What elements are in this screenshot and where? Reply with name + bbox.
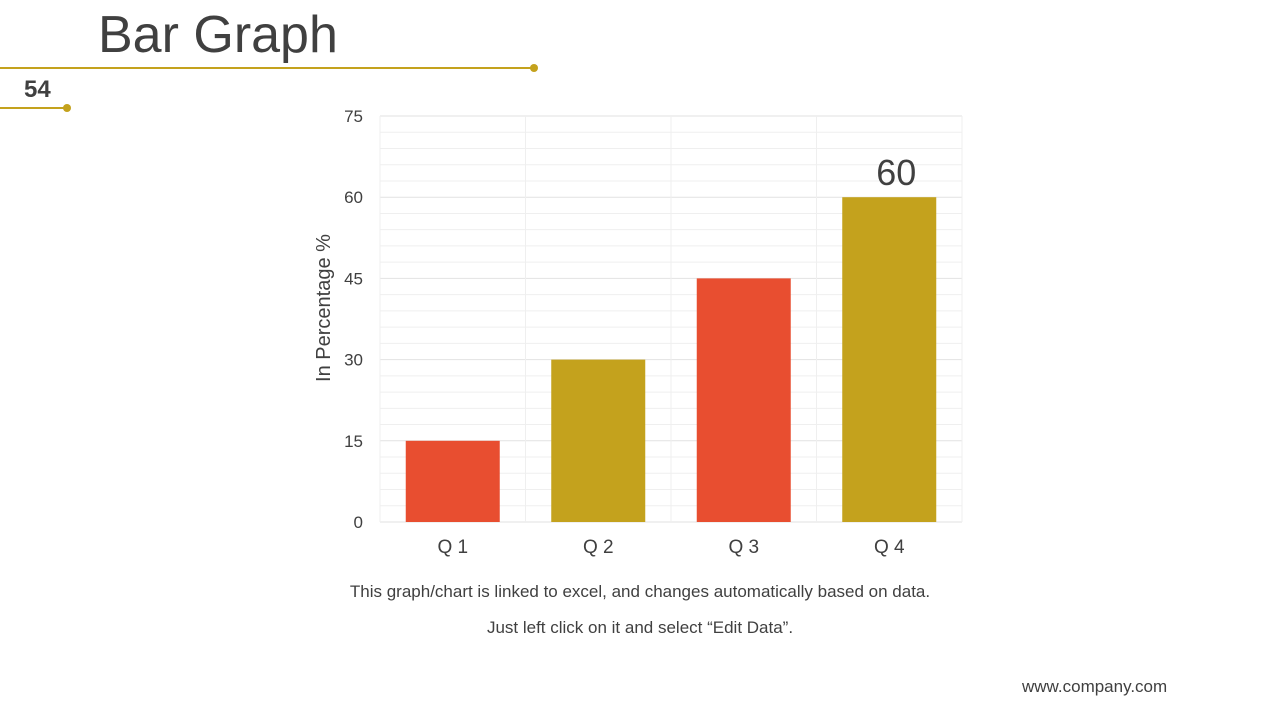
y-tick-label: 45 [344, 269, 363, 288]
slide-number: 54 [24, 76, 51, 103]
chart-note-line-2: Just left click on it and select “Edit D… [486, 618, 794, 637]
y-tick-label: 15 [344, 432, 363, 451]
y-tick-label: 75 [344, 107, 363, 126]
bar-q1[interactable] [405, 440, 500, 522]
x-tick-label: Q 4 [874, 537, 905, 558]
data-labels: 60 [876, 152, 916, 193]
y-axis-label: In Percentage % [313, 234, 335, 382]
bar-q2[interactable] [551, 359, 646, 522]
x-tick-label: Q 2 [583, 537, 614, 558]
title-underline-dot [530, 64, 538, 72]
title-underline [0, 67, 534, 69]
data-label: 60 [876, 152, 916, 193]
y-tick-label: 30 [344, 351, 363, 370]
y-tick-label: 0 [354, 513, 363, 532]
chart-bars [405, 197, 937, 522]
slide-number-underline-dot [63, 104, 71, 112]
x-tick-label: Q 3 [728, 537, 759, 558]
footer-website[interactable]: www.company.com [1022, 677, 1168, 696]
bar-q3[interactable] [696, 278, 791, 522]
x-tick-label: Q 1 [437, 537, 468, 558]
x-axis-tick-labels: Q 1 Q 2 Q 3 Q 4 [437, 537, 905, 558]
bar-q4[interactable] [842, 197, 937, 522]
slide-title: Bar Graph [98, 6, 338, 64]
y-tick-label: 60 [344, 188, 363, 207]
slide-number-underline [0, 107, 66, 109]
y-axis-tick-labels: 0 15 30 45 60 75 [344, 107, 363, 532]
chart-note-line-1: This graph/chart is linked to excel, and… [349, 582, 931, 601]
